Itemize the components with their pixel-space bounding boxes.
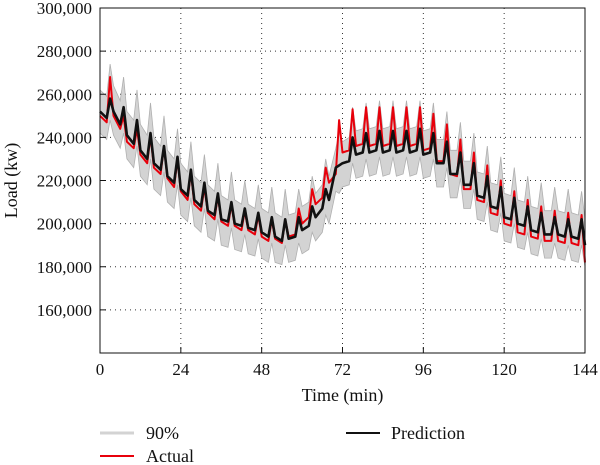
x-tick-label: 120 <box>491 360 517 379</box>
y-tick-label: 180,000 <box>37 258 92 277</box>
band-90-area <box>99 64 586 267</box>
y-tick-label: 300,000 <box>37 0 92 18</box>
y-tick-label: 200,000 <box>37 215 92 234</box>
y-tick-label: 220,000 <box>37 172 92 191</box>
series-line-actual <box>99 76 586 263</box>
axis-ticks: 0 24 48 72 96 120 144 160,000 180,000 200,000 220,… <box>37 0 599 379</box>
series-group <box>99 76 587 263</box>
y-axis-title: Load (kw) <box>1 143 22 218</box>
legend-label-actual: Actual <box>146 446 194 465</box>
x-tick-label: 144 <box>572 360 598 379</box>
y-tick-label: 260,000 <box>37 85 92 104</box>
y-tick-label: 240,000 <box>37 128 92 147</box>
confidence-band-group <box>99 64 586 267</box>
series-line-prediction <box>99 97 587 246</box>
legend-label-prediction: Prediction <box>391 423 465 443</box>
x-tick-label: 24 <box>172 360 190 379</box>
x-tick-label: 72 <box>334 360 351 379</box>
y-tick-label: 280,000 <box>37 42 92 61</box>
x-axis-title: Time (min) <box>302 385 384 406</box>
legend-label-band: 90% <box>146 423 179 443</box>
x-tick-label: 48 <box>253 360 270 379</box>
x-tick-label: 96 <box>415 360 432 379</box>
legend: 90% Prediction Actual <box>100 423 465 465</box>
x-tick-label: 0 <box>96 360 105 379</box>
y-tick-label: 160,000 <box>37 301 92 320</box>
